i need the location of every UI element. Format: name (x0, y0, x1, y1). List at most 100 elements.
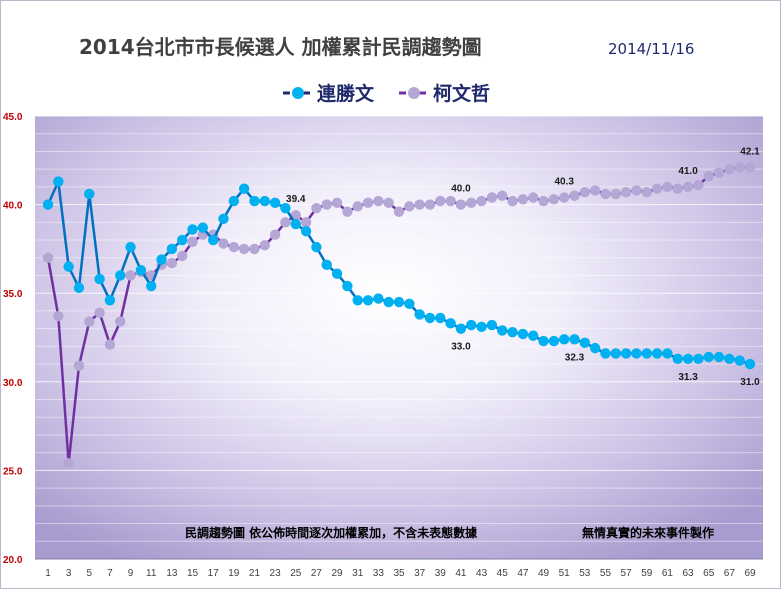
data-point (311, 202, 322, 214)
x-tick-label: 59 (641, 568, 653, 579)
x-tick-label: 37 (414, 568, 426, 579)
data-point (589, 342, 601, 354)
data-point (269, 229, 281, 240)
x-tick-label: 25 (290, 568, 302, 579)
data-point (528, 192, 539, 203)
data-point (177, 234, 188, 246)
data-point (218, 213, 229, 224)
x-tick-label: 55 (600, 568, 612, 579)
legend-marker-ko (408, 87, 420, 99)
data-point (352, 295, 363, 306)
legend-item-lian: 連勝文 (283, 82, 375, 105)
data-point (651, 348, 663, 359)
data-label: 32.3 (565, 352, 585, 363)
chart-subtitle: 2014/11/16 (608, 40, 694, 58)
data-point (42, 252, 54, 263)
x-tick-label: 19 (228, 568, 240, 579)
data-point (435, 195, 446, 207)
data-point (383, 296, 394, 308)
data-point (641, 348, 652, 359)
data-label: 40.3 (554, 177, 574, 188)
data-point (73, 360, 85, 372)
data-point (445, 318, 456, 329)
x-tick-label: 43 (476, 568, 488, 579)
x-tick-label: 65 (703, 568, 715, 579)
data-point (620, 186, 632, 198)
data-point (703, 351, 714, 363)
x-tick-label: 47 (517, 568, 529, 579)
data-point (146, 280, 157, 292)
x-tick-label: 33 (373, 568, 385, 579)
data-point (197, 222, 209, 233)
y-tick-label: 40.0 (3, 201, 23, 212)
x-tick-label: 1 (45, 568, 51, 579)
data-label: 41.0 (678, 166, 698, 177)
data-point (724, 163, 735, 175)
data-point (693, 353, 704, 364)
data-point (84, 316, 95, 327)
data-point (84, 188, 95, 200)
data-point (734, 162, 745, 173)
data-point (249, 195, 260, 207)
data-point (115, 316, 126, 327)
data-point (589, 185, 601, 196)
data-point (517, 194, 529, 205)
data-point (342, 280, 353, 292)
data-point (466, 319, 477, 331)
data-point (238, 243, 250, 255)
data-point (187, 236, 198, 248)
data-point (311, 241, 322, 253)
data-point (207, 234, 219, 246)
data-label: 40.0 (451, 184, 471, 195)
data-point (507, 195, 518, 207)
data-point (744, 162, 756, 173)
data-point (166, 257, 178, 269)
x-tick-label: 61 (662, 568, 674, 579)
data-label: 42.1 (740, 146, 760, 157)
data-point (104, 295, 116, 306)
legend-marker-lian (292, 87, 304, 99)
x-tick-label: 57 (621, 568, 633, 579)
x-tick-label: 15 (187, 568, 199, 579)
data-point (713, 351, 725, 363)
data-point (383, 197, 394, 209)
data-point (424, 312, 436, 324)
gridlines (35, 115, 763, 560)
data-point (166, 243, 178, 255)
data-point (424, 199, 436, 210)
data-point (362, 295, 374, 306)
data-point (672, 353, 683, 364)
x-tick-label: 27 (311, 568, 323, 579)
data-point (73, 282, 85, 294)
data-point (104, 339, 116, 350)
x-tick-label: 17 (208, 568, 220, 579)
data-point (734, 355, 745, 366)
legend-label-ko: 柯文哲 (433, 82, 490, 105)
data-point (228, 241, 240, 253)
data-point (414, 309, 425, 320)
data-point (497, 325, 508, 336)
data-point (713, 167, 725, 178)
chart-title: 2014台北市市長候選人 加權累計民調趨勢圖 (79, 35, 482, 59)
data-point (125, 270, 136, 281)
data-label: 33.0 (451, 342, 471, 353)
y-tick-label: 45.0 (3, 112, 23, 123)
data-point (300, 225, 312, 237)
data-point (94, 273, 105, 285)
data-point (486, 192, 498, 203)
data-point (455, 323, 467, 334)
data-point (352, 201, 363, 212)
data-point (125, 241, 136, 253)
data-point (342, 206, 353, 217)
data-point (558, 192, 570, 203)
data-point (682, 181, 694, 193)
data-point (548, 335, 560, 347)
data-point (548, 194, 560, 205)
legend-label-lian: 連勝文 (317, 82, 375, 105)
data-point (538, 335, 549, 347)
data-point (620, 348, 632, 359)
data-point (466, 197, 477, 209)
x-tick-label: 21 (249, 568, 261, 579)
